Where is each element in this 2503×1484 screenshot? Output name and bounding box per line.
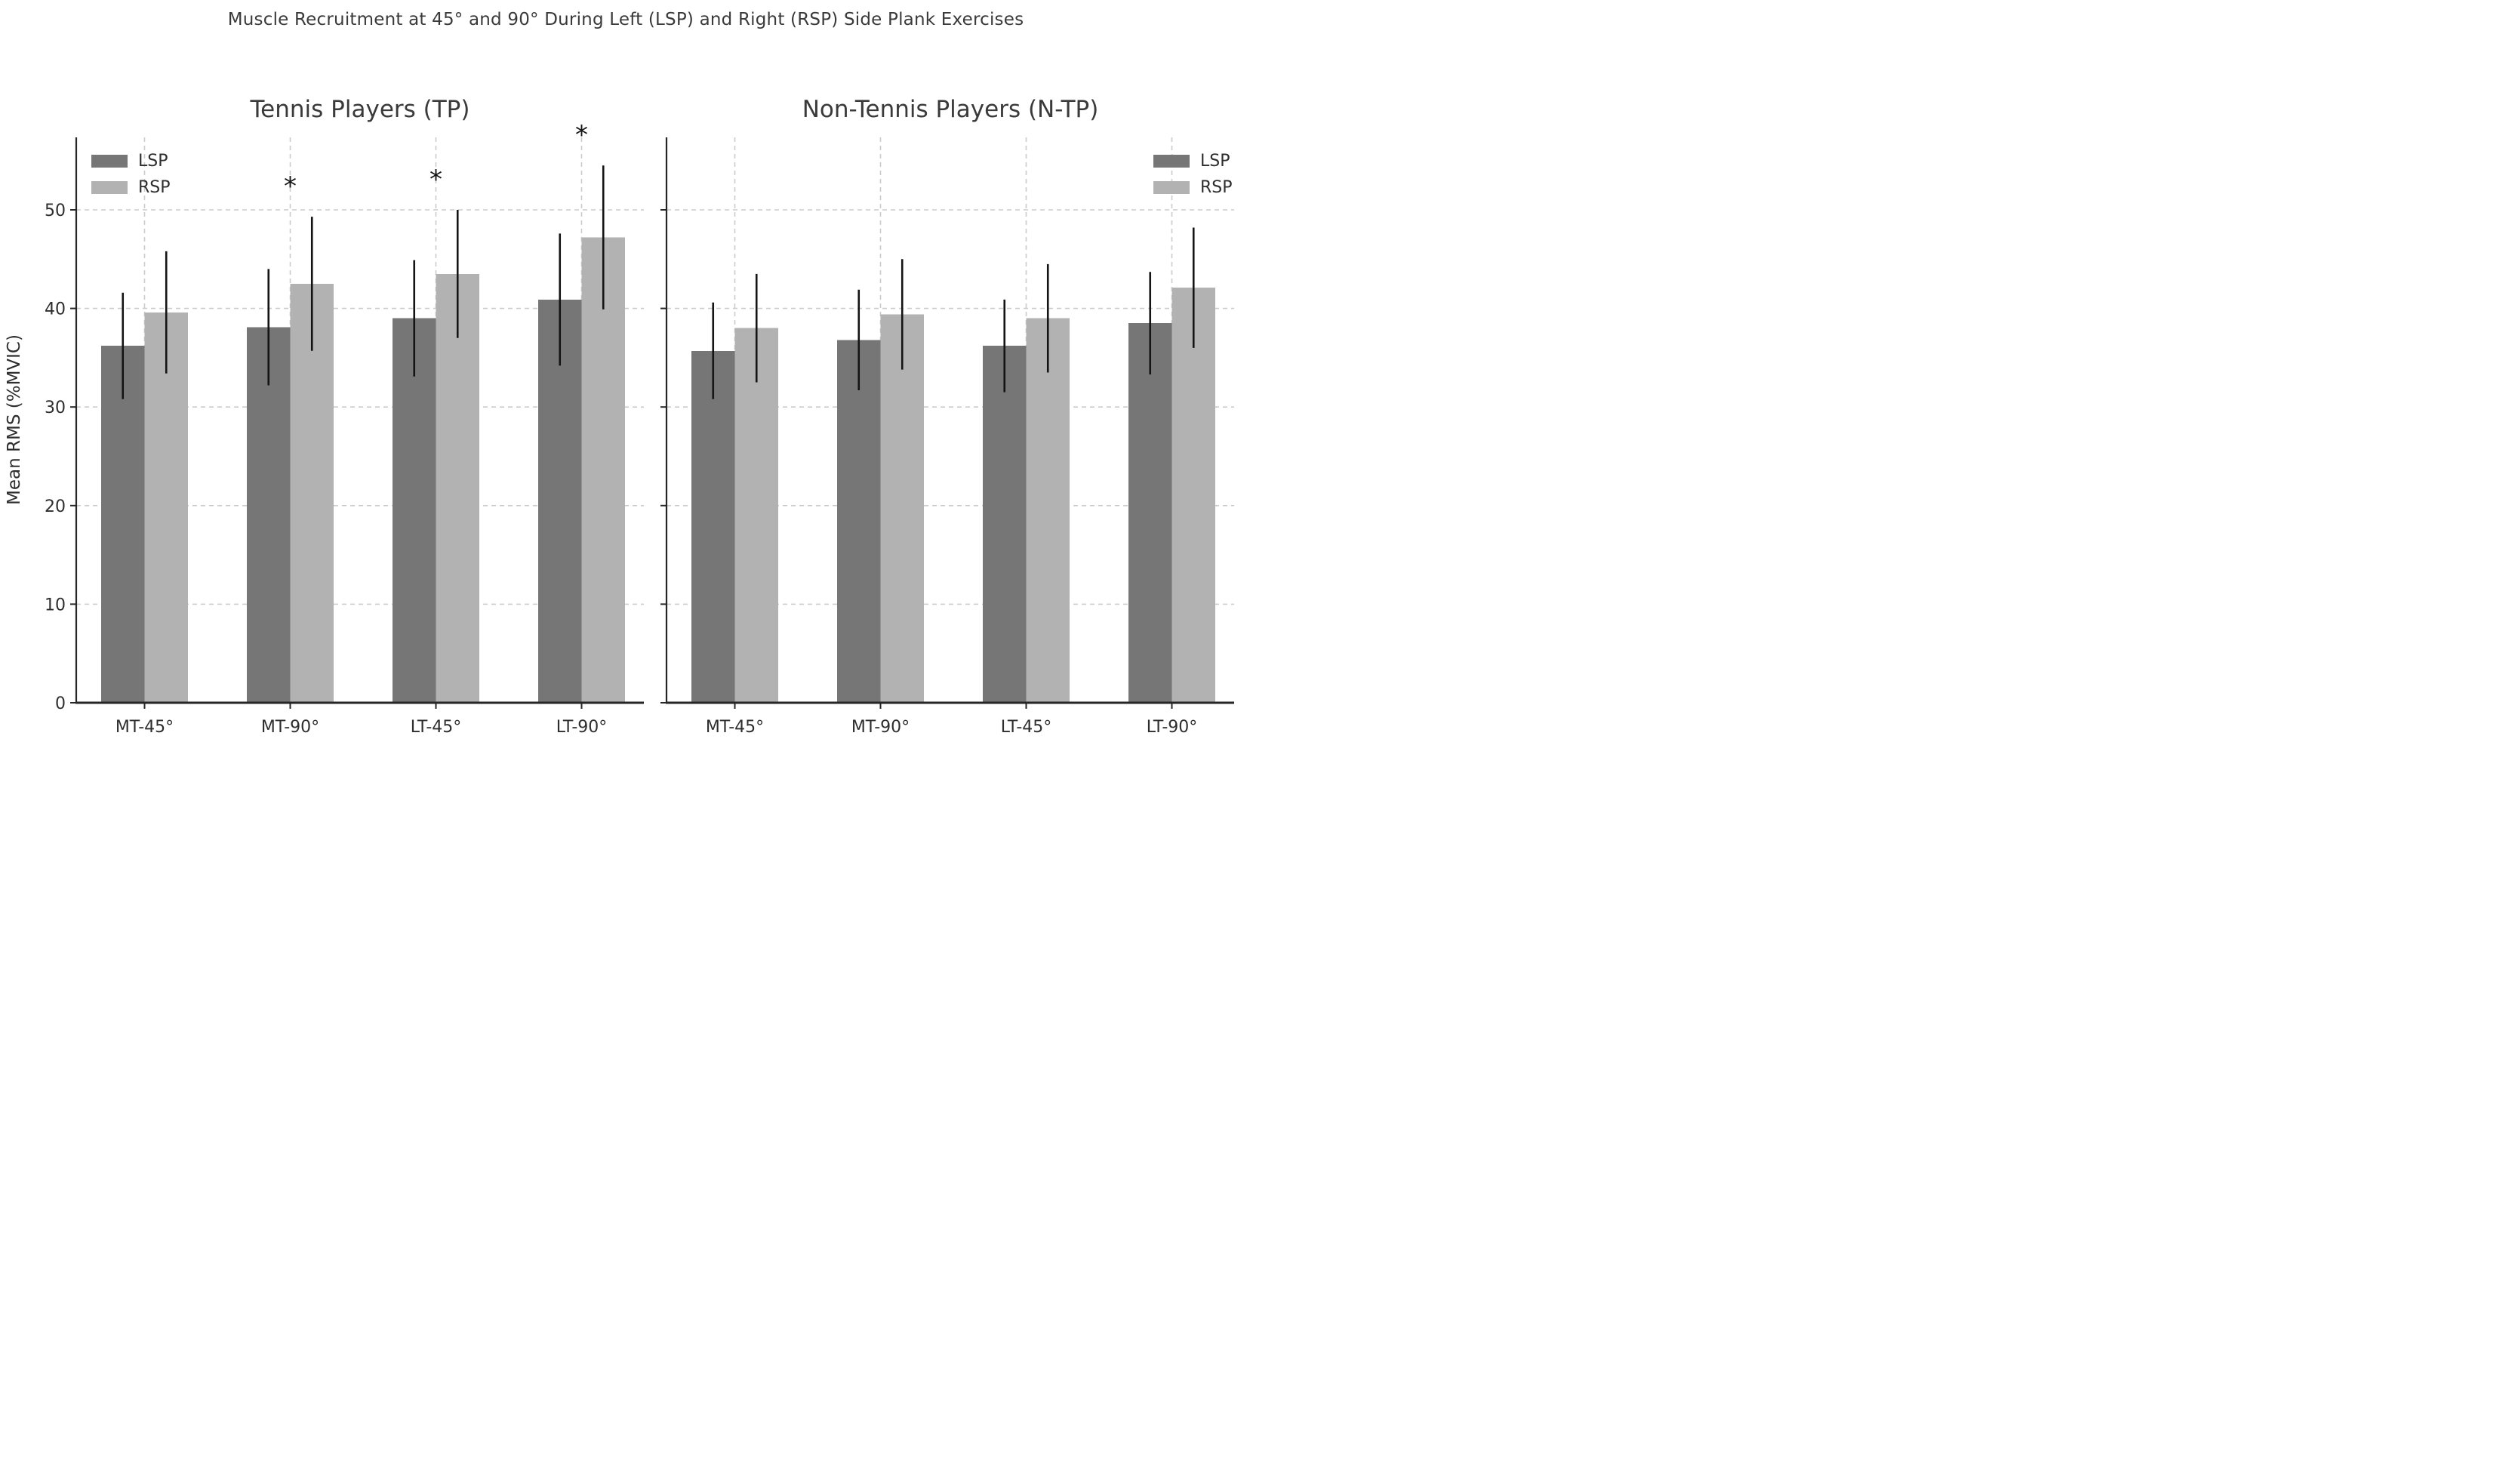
bar-rsp-LT-90° xyxy=(1171,288,1215,703)
legend-swatch-rsp xyxy=(91,181,128,194)
bar-lsp-LT-90° xyxy=(538,299,582,703)
y-tick-label: 20 xyxy=(45,497,66,516)
bar-lsp-MT-45° xyxy=(691,350,735,703)
subplot-title: Non-Tennis Players (N-TP) xyxy=(802,96,1099,123)
bar-chart-canvas: 0 10 20 30 40 50 MT-45° MT-90° LT-45° LT-90° Tenni… xyxy=(5,96,1234,737)
legend-label-lsp: LSP xyxy=(1200,152,1230,171)
x-tick-label: MT-90° xyxy=(851,718,910,737)
x-tick-label: MT-45° xyxy=(115,718,174,737)
bar-lsp-MT-45° xyxy=(101,346,145,703)
bar-lsp-MT-90° xyxy=(837,340,881,703)
figure-title: Muscle Recruitment at 45° and 90° During… xyxy=(227,10,1024,29)
bar-rsp-MT-45° xyxy=(144,312,188,704)
x-tick-label: LT-45° xyxy=(411,718,462,737)
bar-rsp-LT-90° xyxy=(581,237,625,703)
legend-swatch-rsp xyxy=(1153,181,1190,194)
bar-rsp-LT-45° xyxy=(436,273,479,703)
x-tick-label: MT-45° xyxy=(706,718,764,737)
figure: Muscle Recruitment at 45° and 90° During… xyxy=(0,0,1252,742)
x-tick-label: LT-45° xyxy=(1001,718,1052,737)
significance-asterisk: * xyxy=(429,165,442,195)
y-tick-label: 30 xyxy=(45,399,66,417)
x-tick-label: LT-90° xyxy=(556,718,608,737)
significance-asterisk: * xyxy=(575,120,588,150)
y-axis-label: Mean RMS (%MVIC) xyxy=(5,334,24,505)
legend-swatch-lsp xyxy=(1153,155,1190,168)
significance-asterisk: * xyxy=(284,171,297,202)
bar-rsp-MT-90° xyxy=(290,283,334,703)
bar-lsp-LT-45° xyxy=(983,346,1027,703)
subplot-ntp: MT-45° MT-90° LT-45° LT-90° Non-Tennis Playe… xyxy=(660,96,1234,737)
subplot-title: Tennis Players (TP) xyxy=(250,96,470,123)
bar-lsp-LT-90° xyxy=(1128,323,1172,703)
legend-label-rsp: RSP xyxy=(138,178,171,197)
bar-rsp-LT-45° xyxy=(1026,318,1070,703)
y-tick-label: 40 xyxy=(45,300,66,319)
bar-lsp-LT-45° xyxy=(393,318,436,703)
bar-rsp-MT-45° xyxy=(734,328,778,703)
y-tick-label: 10 xyxy=(45,596,66,614)
y-tick-label: 50 xyxy=(45,202,66,220)
bar-lsp-MT-90° xyxy=(247,327,291,703)
legend-swatch-lsp xyxy=(91,155,128,168)
legend-label-rsp: RSP xyxy=(1200,178,1233,197)
x-tick-label: LT-90° xyxy=(1147,718,1198,737)
y-tick-label: 0 xyxy=(55,694,66,713)
bar-rsp-MT-90° xyxy=(880,314,924,703)
x-tick-label: MT-90° xyxy=(261,718,319,737)
legend-label-lsp: LSP xyxy=(138,152,168,171)
subplot-tp: 0 10 20 30 40 50 MT-45° MT-90° LT-45° LT-90° Tenni… xyxy=(45,96,644,737)
